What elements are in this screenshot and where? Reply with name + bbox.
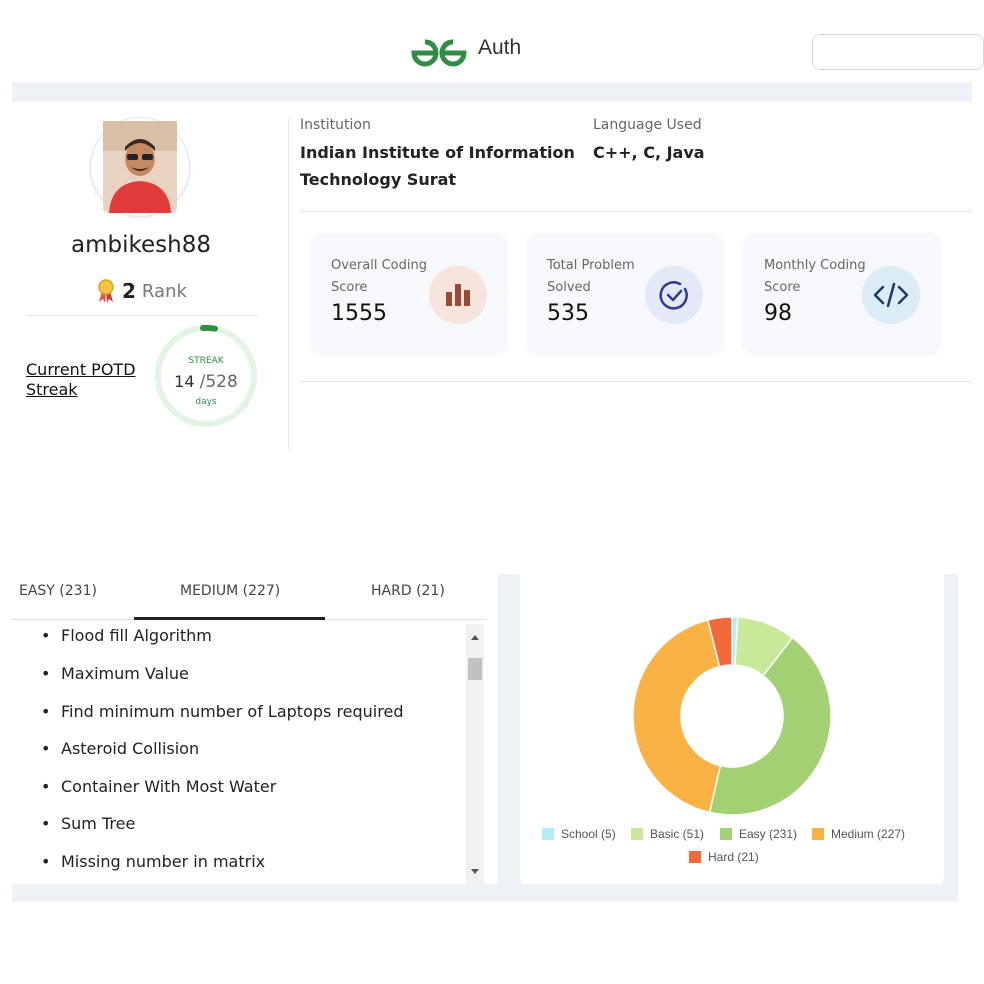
- vertical-divider: [288, 118, 289, 450]
- streak-value: 14 /528: [150, 372, 262, 392]
- difficulty-donut-chart: [632, 616, 832, 816]
- list-item[interactable]: Asteroid Collision: [41, 739, 199, 758]
- list-item[interactable]: Maximum Value: [41, 664, 189, 683]
- stat-icon-badge: [862, 266, 920, 324]
- legend-swatch: [631, 828, 643, 840]
- legend-label: Easy (231): [739, 827, 798, 841]
- streak-progress-ring: [155, 324, 257, 427]
- legend-swatch: [542, 828, 554, 840]
- streak-label: STREAK: [188, 356, 224, 366]
- legend-item-school[interactable]: School (5): [542, 827, 616, 841]
- legend-item-easy[interactable]: Easy (231): [720, 827, 797, 841]
- list-item[interactable]: Sum Tree: [41, 814, 135, 833]
- stat-title-line-2: Score: [331, 280, 368, 295]
- legend-label: School (5): [561, 827, 616, 841]
- streak-current: 14: [174, 372, 195, 391]
- stat-title: Monthly Coding Score: [764, 255, 874, 299]
- stat-title-line-2: Score: [764, 280, 801, 295]
- gfg-logo-icon[interactable]: [408, 34, 470, 72]
- check-circle-icon: [659, 281, 688, 310]
- legend-swatch: [720, 828, 732, 840]
- overall-coding-score-card: Overall Coding Score 1555: [311, 233, 507, 353]
- legend-swatch: [689, 851, 701, 863]
- stat-icon-badge: [645, 266, 703, 324]
- list-item[interactable]: Missing number in matrix: [41, 852, 265, 871]
- institution-line-2: Technology Surat: [300, 170, 457, 189]
- legend-label: Medium (227): [831, 827, 906, 841]
- stat-title-line-1: Total Problem: [547, 258, 635, 273]
- header-separator-band: [12, 82, 972, 102]
- legend-label: Basic (51): [650, 827, 705, 841]
- rank-label: Rank: [141, 280, 187, 302]
- scrollbar[interactable]: [466, 624, 484, 884]
- legend-swatch: [812, 828, 824, 840]
- languages-value: C++, C, Java: [593, 143, 705, 162]
- stat-icon-badge: [429, 266, 487, 324]
- scrollbar-thumb[interactable]: [468, 658, 482, 680]
- active-tab-indicator: [134, 617, 325, 620]
- legend-item-medium[interactable]: Medium (227): [812, 827, 905, 841]
- divider: [300, 381, 972, 382]
- list-item[interactable]: Find minimum number of Laptops required: [41, 702, 404, 721]
- streak-progress-arc: [200, 324, 218, 332]
- donut-slice-hard[interactable]: [706, 616, 733, 668]
- username: ambikesh88: [71, 232, 211, 258]
- avatar-photo: [103, 121, 177, 213]
- scroll-down-arrow-icon[interactable]: [471, 869, 479, 874]
- stat-title: Overall Coding Score: [331, 255, 441, 299]
- potd-streak-link[interactable]: Current POTD Streak: [26, 360, 136, 399]
- donut-slice-easy[interactable]: [708, 636, 832, 816]
- language-label: Language Used: [593, 117, 702, 133]
- legend-item-basic[interactable]: Basic (51): [631, 827, 704, 841]
- institution-line-1: Indian Institute of Information: [300, 143, 575, 162]
- institution-label: Institution: [300, 117, 371, 133]
- search-input[interactable]: [812, 34, 984, 70]
- rank-value: 2: [122, 279, 136, 303]
- problem-list: Flood fill Algorithm Maximum Value Find …: [12, 620, 485, 884]
- stat-title-line-1: Monthly Coding: [764, 258, 866, 273]
- stat-title-line-1: Overall Coding: [331, 258, 427, 273]
- stat-value: 98: [764, 301, 792, 326]
- stat-title-line-2: Solved: [547, 280, 591, 295]
- legend-label: Hard (21): [708, 850, 759, 864]
- monthly-coding-score-card: Monthly Coding Score 98: [744, 233, 940, 353]
- list-item[interactable]: Container With Most Water: [41, 777, 276, 796]
- tab-medium[interactable]: MEDIUM (227): [180, 583, 281, 599]
- medal-icon: [98, 279, 114, 303]
- tab-hard[interactable]: HARD (21): [371, 583, 445, 599]
- avatar: [91, 118, 189, 216]
- tab-easy[interactable]: EASY (231): [19, 583, 97, 599]
- code-icon: [873, 282, 909, 308]
- bar-chart-icon: [446, 284, 470, 306]
- rank-row: 2 Rank: [96, 278, 187, 304]
- stat-title: Total Problem Solved: [547, 255, 657, 299]
- divider: [26, 315, 258, 316]
- streak-total: /528: [199, 372, 238, 392]
- streak-unit: days: [195, 397, 217, 407]
- footer-band: [12, 884, 958, 902]
- total-problem-solved-card: Total Problem Solved 535: [527, 233, 723, 353]
- stat-value: 535: [547, 301, 589, 326]
- stat-value: 1555: [331, 301, 387, 326]
- legend-item-hard[interactable]: Hard (21): [689, 850, 759, 864]
- scroll-up-arrow-icon[interactable]: [471, 635, 479, 640]
- brand-title: Auth: [478, 36, 522, 59]
- divider: [300, 211, 972, 212]
- list-item[interactable]: Flood fill Algorithm: [41, 626, 212, 645]
- donut-slice-medium[interactable]: [632, 619, 722, 814]
